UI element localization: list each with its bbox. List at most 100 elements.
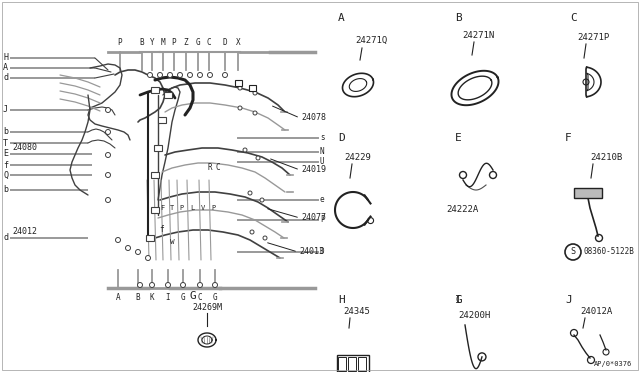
Text: P: P <box>320 215 324 224</box>
Circle shape <box>147 73 152 77</box>
FancyBboxPatch shape <box>574 188 602 198</box>
Text: e: e <box>320 196 324 205</box>
Text: B: B <box>136 293 140 302</box>
Text: P: P <box>180 205 184 211</box>
Text: G: G <box>455 295 461 305</box>
Circle shape <box>253 91 257 95</box>
Text: Z: Z <box>184 38 188 47</box>
Text: R: R <box>208 164 212 173</box>
Text: B: B <box>455 13 461 23</box>
Text: A: A <box>116 293 120 302</box>
Circle shape <box>588 356 595 363</box>
Text: D: D <box>338 133 345 143</box>
Circle shape <box>212 282 218 288</box>
Circle shape <box>207 73 212 77</box>
Circle shape <box>180 282 186 288</box>
Text: 24080: 24080 <box>12 144 37 153</box>
Text: J: J <box>565 295 572 305</box>
Circle shape <box>460 171 467 179</box>
Circle shape <box>367 218 374 224</box>
Text: d: d <box>3 234 8 243</box>
Circle shape <box>565 244 581 260</box>
Text: Y: Y <box>150 38 154 47</box>
Text: A: A <box>338 13 345 23</box>
Text: I: I <box>166 293 170 302</box>
Text: F: F <box>160 205 164 211</box>
Text: 24210B: 24210B <box>590 154 622 163</box>
FancyBboxPatch shape <box>151 207 159 213</box>
Circle shape <box>150 282 154 288</box>
Text: T: T <box>3 138 8 148</box>
Text: N: N <box>320 148 324 157</box>
Text: f: f <box>160 225 164 234</box>
Text: 24345: 24345 <box>343 308 370 317</box>
Circle shape <box>106 198 111 202</box>
Circle shape <box>490 171 497 179</box>
FancyBboxPatch shape <box>164 92 172 98</box>
Text: L: L <box>190 205 194 211</box>
Text: D: D <box>223 38 227 47</box>
Text: 24271N: 24271N <box>462 31 494 39</box>
Circle shape <box>250 230 254 234</box>
Circle shape <box>248 191 252 195</box>
FancyBboxPatch shape <box>146 235 154 241</box>
Circle shape <box>106 173 111 177</box>
Text: 24269M: 24269M <box>192 304 222 312</box>
FancyBboxPatch shape <box>235 80 242 86</box>
Text: C: C <box>198 293 202 302</box>
Circle shape <box>263 236 267 240</box>
Text: D: D <box>320 247 324 257</box>
Circle shape <box>238 106 242 110</box>
FancyBboxPatch shape <box>154 145 162 151</box>
FancyBboxPatch shape <box>338 357 346 371</box>
Circle shape <box>188 73 193 77</box>
Circle shape <box>253 111 257 115</box>
Circle shape <box>260 198 264 202</box>
Circle shape <box>136 250 141 254</box>
Text: M: M <box>161 38 165 47</box>
Circle shape <box>256 156 260 160</box>
Text: 24200H: 24200H <box>458 311 490 320</box>
Text: J: J <box>3 106 8 115</box>
Text: A: A <box>3 64 8 73</box>
Text: S: S <box>570 247 575 257</box>
Text: 08360-5122B: 08360-5122B <box>583 247 634 257</box>
FancyBboxPatch shape <box>151 172 159 178</box>
Circle shape <box>595 234 602 241</box>
Text: 24012A: 24012A <box>580 308 612 317</box>
Circle shape <box>168 73 173 77</box>
Circle shape <box>157 73 163 77</box>
Text: G: G <box>180 293 186 302</box>
Circle shape <box>145 256 150 260</box>
Circle shape <box>115 237 120 243</box>
Text: H: H <box>3 54 8 62</box>
Circle shape <box>106 153 111 157</box>
Circle shape <box>125 246 131 250</box>
Text: K: K <box>150 293 154 302</box>
Circle shape <box>223 73 227 77</box>
Text: G: G <box>212 293 218 302</box>
Circle shape <box>583 79 589 85</box>
Text: T: T <box>170 205 174 211</box>
Text: G: G <box>189 291 196 301</box>
Text: 24078: 24078 <box>301 113 326 122</box>
Circle shape <box>603 349 609 355</box>
Text: E: E <box>3 150 8 158</box>
Text: 24222A: 24222A <box>446 205 478 215</box>
Circle shape <box>478 353 486 361</box>
Text: P: P <box>172 38 176 47</box>
Text: 24019: 24019 <box>301 166 326 174</box>
Text: b: b <box>3 186 8 195</box>
Text: U: U <box>320 157 324 167</box>
Text: P: P <box>212 205 216 211</box>
Circle shape <box>243 148 247 152</box>
Text: 24077: 24077 <box>301 214 326 222</box>
Text: 24271P: 24271P <box>577 33 609 42</box>
Text: AP/0*0376: AP/0*0376 <box>594 361 632 367</box>
Text: X: X <box>236 38 240 47</box>
Text: H: H <box>338 295 345 305</box>
Text: C: C <box>570 13 577 23</box>
FancyBboxPatch shape <box>337 355 369 372</box>
Text: B: B <box>140 38 144 47</box>
Text: 24229: 24229 <box>344 154 371 163</box>
